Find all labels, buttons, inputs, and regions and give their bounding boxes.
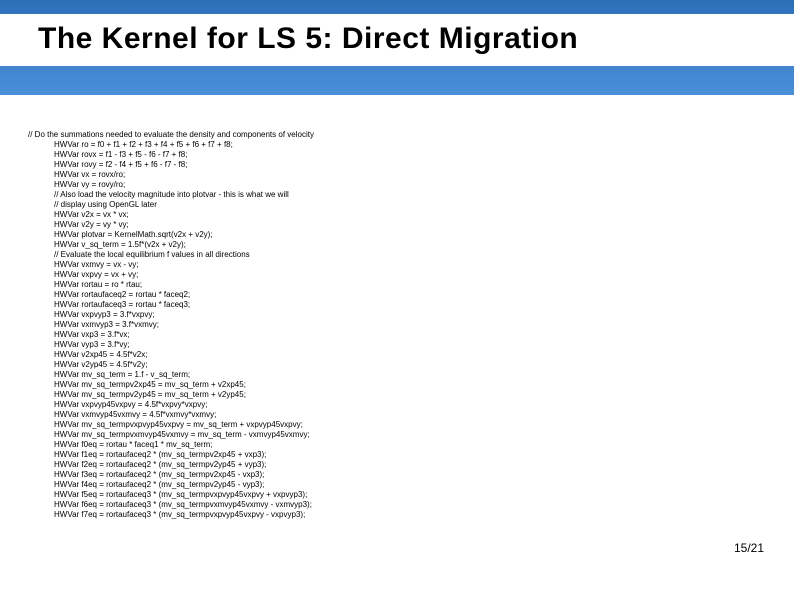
code-line: // Also load the velocity magnitude into… [28, 190, 704, 200]
code-line: HWVar v_sq_term = 1.5f*(v2x + v2y); [28, 240, 704, 250]
code-line: HWVar plotvar = KernelMath.sqrt(v2x + v2… [28, 230, 704, 240]
code-line: HWVar f6eq = rortaufaceq3 * (mv_sq_termp… [28, 500, 704, 510]
code-line: HWVar v2x = vx * vx; [28, 210, 704, 220]
code-line: HWVar rortau = ro * rtau; [28, 280, 704, 290]
code-block: // Do the summations needed to evaluate … [28, 130, 704, 520]
code-line: HWVar f0eq = rortau * faceq1 * mv_sq_ter… [28, 440, 704, 450]
code-line: HWVar v2yp45 = 4.5f*v2y; [28, 360, 704, 370]
code-line: HWVar f3eq = rortaufaceq2 * (mv_sq_termp… [28, 470, 704, 480]
code-line: HWVar mv_sq_termpv2yp45 = mv_sq_term + v… [28, 390, 704, 400]
code-line: HWVar rovx = f1 - f3 + f5 - f6 - f7 + f8… [28, 150, 704, 160]
code-line: HWVar vyp3 = 3.f*vy; [28, 340, 704, 350]
code-line: HWVar vxmvy = vx - vy; [28, 260, 704, 270]
code-line: HWVar v2xp45 = 4.5f*v2x; [28, 350, 704, 360]
code-line: HWVar f4eq = rortaufaceq2 * (mv_sq_termp… [28, 480, 704, 490]
code-line: HWVar mv_sq_termpv2xp45 = mv_sq_term + v… [28, 380, 704, 390]
code-line: HWVar rortaufaceq3 = rortau * faceq3; [28, 300, 704, 310]
code-line: HWVar vxpvyp3 = 3.f*vxpvy; [28, 310, 704, 320]
code-line: HWVar vxpvyp45vxpvy = 4.5f*vxpvy*vxpvy; [28, 400, 704, 410]
code-line: HWVar mv_sq_termpvxpvyp45vxpvy = mv_sq_t… [28, 420, 704, 430]
code-line: HWVar vy = rovy/ro; [28, 180, 704, 190]
code-line: // Do the summations needed to evaluate … [28, 130, 314, 139]
code-line: HWVar f2eq = rortaufaceq2 * (mv_sq_termp… [28, 460, 704, 470]
code-line: HWVar vxpvy = vx + vy; [28, 270, 704, 280]
code-line: // display using OpenGL later [28, 200, 704, 210]
code-line: HWVar rovy = f2 - f4 + f5 + f6 - f7 - f8… [28, 160, 704, 170]
code-line: HWVar mv_sq_termpvxmvyp45vxmvy = mv_sq_t… [28, 430, 704, 440]
code-line: // Evaluate the local equilibrium f valu… [28, 250, 704, 260]
code-line: HWVar ro = f0 + f1 + f2 + f3 + f4 + f5 +… [28, 140, 704, 150]
code-line: HWVar f5eq = rortaufaceq3 * (mv_sq_termp… [28, 490, 704, 500]
slide-title: The Kernel for LS 5: Direct Migration [0, 14, 794, 66]
code-line: HWVar f1eq = rortaufaceq2 * (mv_sq_termp… [28, 450, 704, 460]
page-number: 15/21 [734, 541, 764, 555]
code-line: HWVar mv_sq_term = 1.f - v_sq_term; [28, 370, 704, 380]
code-line: HWVar rortaufaceq2 = rortau * faceq2; [28, 290, 704, 300]
code-line: HWVar vxmvyp45vxmvy = 4.5f*vxmvy*vxmvy; [28, 410, 704, 420]
code-line: HWVar vx = rovx/ro; [28, 170, 704, 180]
code-line: HWVar vxp3 = 3.f*vx; [28, 330, 704, 340]
code-line: HWVar vxmvyp3 = 3.f*vxmvy; [28, 320, 704, 330]
code-line: HWVar f7eq = rortaufaceq3 * (mv_sq_termp… [28, 510, 704, 520]
code-line: HWVar v2y = vy * vy; [28, 220, 704, 230]
